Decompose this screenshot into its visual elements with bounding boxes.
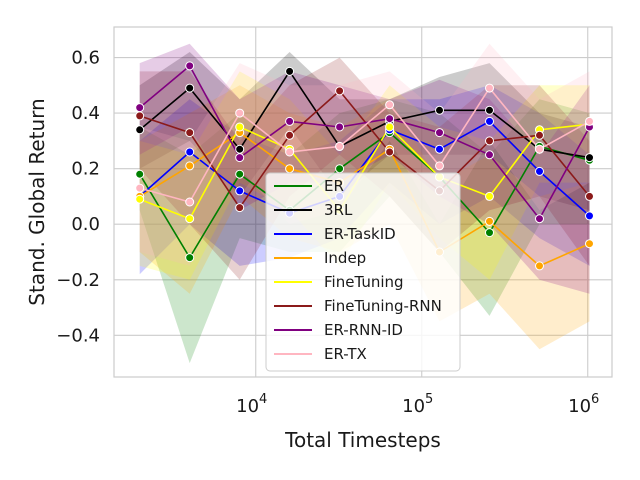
point-er-rnn-id [285,116,295,126]
point-er [335,164,345,174]
y-axis-label: Stand. Global Return [25,98,49,305]
point-er-tx [235,108,245,118]
point-er-rnn-id [235,153,245,163]
point-finetuning-rnn [285,130,295,140]
point-finetuning [235,122,245,132]
point-er-tx [135,183,145,193]
point-indep [485,216,494,226]
point-er-tx [535,144,544,154]
point-finetuning-rnn [135,111,145,121]
point-finetuning-rnn [535,130,544,140]
line-finetuning-rnn [139,90,591,209]
point-er-rnn-id [185,61,195,71]
legend-label: FineTuning [324,273,404,291]
band-3rl [139,52,590,211]
point-finetuning-rnn [335,86,345,96]
y-tick-labels: −0.4 −0.2 0.0 0.2 0.4 0.6 [56,48,100,347]
point-er-rnn-id [135,103,145,113]
legend-label: FineTuning-RNN [324,297,442,315]
x-tick-label: 104 [236,392,267,417]
point-er-rnn-id [535,214,544,224]
point-3rl [585,153,594,163]
point-finetuning-rnn [185,128,195,138]
point-finetuning-rnn [385,147,395,157]
point-3rl [235,144,245,154]
band-er [139,99,590,364]
point-er-tx [585,116,594,126]
point-er [485,228,494,238]
line-er-tx [139,87,590,203]
point-er-taskid [485,116,494,126]
point-er [235,169,245,179]
y-tick-label: 0.6 [71,48,100,69]
point-3rl [185,83,195,93]
band-er-tx [139,43,590,266]
y-tick-label: 0.0 [71,214,100,235]
point-er-tx [385,100,395,110]
point-er-taskid [435,144,444,154]
point-finetuning-rnn [585,191,594,201]
legend-box [265,172,461,372]
point-er-taskid [585,211,594,221]
y-tick-label: 0.2 [71,159,100,180]
point-er-tx [335,141,345,151]
line-er-rnn-id [139,65,591,220]
point-indep [185,161,195,171]
point-er [185,253,195,263]
legend-label: ER-RNN-ID [324,321,403,339]
series-lines [139,65,591,267]
legend-label: ER-TaskID [324,225,396,243]
legend-label: ER [324,177,344,195]
legend-label: Indep [324,249,366,267]
point-finetuning [485,191,494,201]
point-er-taskid [535,166,544,176]
point-3rl [485,105,494,115]
point-er-rnn-id [335,122,345,132]
point-er-taskid [185,147,195,157]
point-finetuning-rnn [485,136,494,146]
point-finetuning [385,122,395,132]
point-finetuning [185,214,195,224]
y-tick-label: −0.2 [56,270,100,291]
x-axis-label: Total Timesteps [284,428,441,452]
x-tick-labels: 104 105 106 [236,392,599,417]
line-er [139,131,590,259]
y-tick-label: −0.4 [56,325,100,346]
point-er-tx [485,83,494,93]
legend: ER 3RL ER-TaskID Indep FineTuning FineTuning-… [265,172,461,372]
point-er-tx [185,197,195,207]
point-finetuning [135,194,145,204]
point-er-taskid [235,186,245,196]
point-indep [535,261,544,271]
point-er-rnn-id [435,128,444,138]
point-er-tx [285,147,295,157]
point-finetuning-rnn [235,203,245,213]
y-tick-label: 0.4 [71,103,100,124]
line-indep [139,131,590,267]
point-er-rnn-id [385,114,395,124]
point-er [135,169,145,179]
point-3rl [135,125,145,135]
point-indep [285,164,295,174]
point-indep [585,239,594,249]
line-3rl [139,70,590,159]
line-finetuning [139,123,590,220]
x-tick-label: 105 [402,392,433,417]
legend-label: 3RL [324,201,353,219]
point-3rl [285,66,295,76]
legend-label: ER-TX [324,345,367,363]
point-3rl [435,105,444,115]
point-er-rnn-id [485,150,494,160]
x-tick-label: 106 [568,392,599,417]
point-er-tx [435,161,444,171]
